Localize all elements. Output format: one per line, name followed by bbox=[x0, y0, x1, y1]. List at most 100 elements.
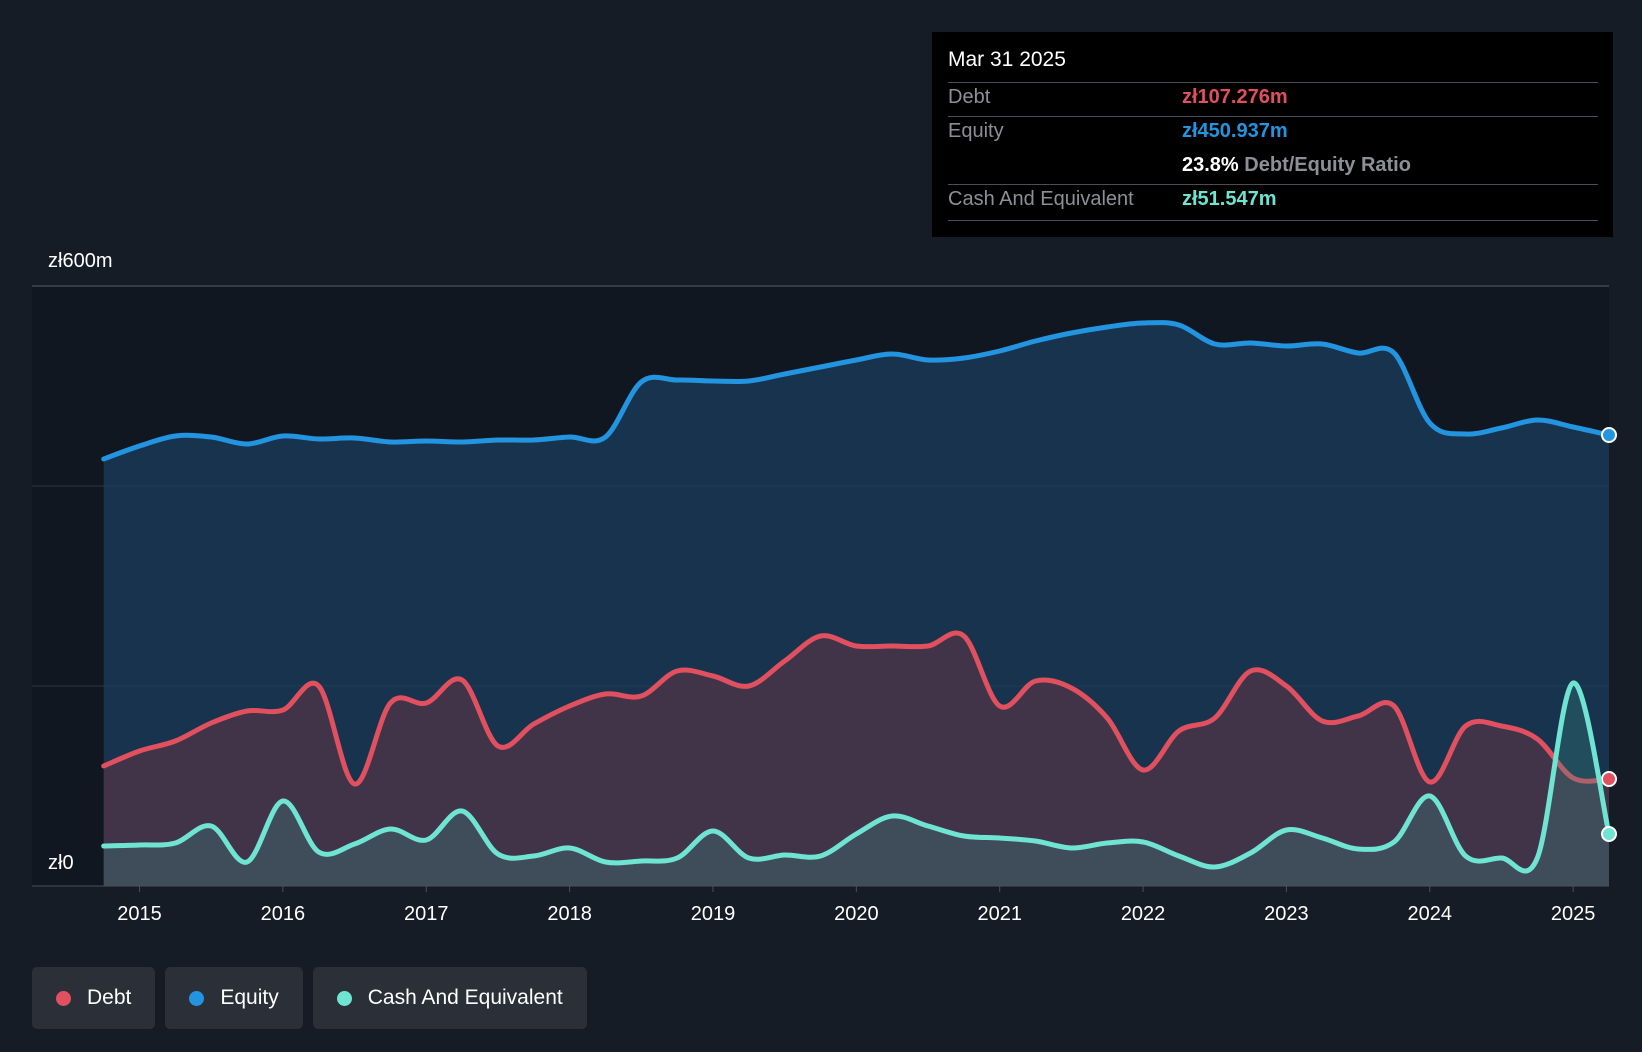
tooltip-divider bbox=[948, 82, 1598, 83]
equity-data-point bbox=[1357, 352, 1359, 354]
series-layer bbox=[101, 320, 1617, 886]
legend-item-debt[interactable]: Debt bbox=[32, 967, 156, 1029]
tooltip-date: Mar 31 2025 bbox=[948, 48, 1066, 71]
tooltip-equity-value: zł450.937m bbox=[1182, 120, 1288, 142]
debt-data-point bbox=[210, 722, 212, 724]
cash-data-point bbox=[533, 855, 535, 857]
debt-data-point bbox=[1070, 687, 1072, 689]
equity-data-point bbox=[1285, 345, 1287, 347]
cash-data-point bbox=[461, 810, 463, 812]
debt-data-point bbox=[533, 723, 535, 725]
debt-data-point bbox=[963, 635, 965, 637]
cash-data-point bbox=[1572, 682, 1574, 684]
cash-data-point bbox=[963, 835, 965, 837]
x-tick-label: 2024 bbox=[1408, 903, 1453, 925]
debt-data-point bbox=[246, 710, 248, 712]
equity-data-point bbox=[174, 435, 176, 437]
equity-data-point bbox=[712, 380, 714, 382]
cash-line bbox=[101, 680, 1612, 874]
cash-data-point bbox=[174, 842, 176, 844]
tooltip-ratio-value: 23.8% bbox=[1182, 154, 1239, 176]
y-axis-bottom-label: zł0 bbox=[48, 852, 74, 874]
cash-data-point bbox=[1178, 855, 1180, 857]
y-axis-top-label: zł600m bbox=[48, 250, 113, 272]
tooltip-divider bbox=[948, 116, 1598, 117]
cash-data-point bbox=[389, 828, 391, 830]
cash-data-point bbox=[712, 830, 714, 832]
equity-data-point bbox=[569, 436, 571, 438]
tooltip-cash-label: Cash And Equivalent bbox=[948, 188, 1134, 210]
cash-data-point bbox=[891, 815, 893, 817]
debt-data-point bbox=[1321, 720, 1323, 722]
tooltip-debt-label: Debt bbox=[948, 86, 991, 108]
debt-data-point bbox=[1142, 769, 1144, 771]
equity-data-point bbox=[246, 443, 248, 445]
cash-data-point bbox=[855, 833, 857, 835]
equity-data-point bbox=[640, 381, 642, 383]
tooltip: Mar 31 2025 Debt zł107.276m Equity zł450… bbox=[932, 32, 1613, 237]
debt-data-point bbox=[318, 685, 320, 687]
cash-data-point bbox=[640, 860, 642, 862]
tooltip-equity-label: Equity bbox=[948, 120, 1004, 142]
legend-item-equity[interactable]: Equity bbox=[165, 967, 303, 1029]
cash-data-point bbox=[1357, 848, 1359, 850]
equity-data-point bbox=[389, 441, 391, 443]
debt-data-point bbox=[605, 693, 607, 695]
equity-data-point bbox=[282, 435, 284, 437]
debt-data-point bbox=[1035, 680, 1037, 682]
x-tick-label: 2023 bbox=[1264, 903, 1309, 925]
cash-data-point bbox=[1465, 855, 1467, 857]
equity-data-point bbox=[784, 373, 786, 375]
cash-data-point bbox=[497, 853, 499, 855]
debt-data-point bbox=[1214, 717, 1216, 719]
equity-end-marker bbox=[1601, 427, 1617, 443]
cash-data-point bbox=[1285, 829, 1287, 831]
equity-line bbox=[101, 320, 1612, 462]
tooltip-cash-value: zł51.547m bbox=[1182, 188, 1277, 210]
equity-data-point bbox=[1106, 326, 1108, 328]
debt-data-point bbox=[103, 765, 105, 767]
cash-data-point bbox=[1393, 841, 1395, 843]
x-tick-label: 2018 bbox=[547, 903, 592, 925]
debt-data-point bbox=[569, 705, 571, 707]
equity-data-point bbox=[139, 445, 141, 447]
equity-data-point bbox=[1536, 419, 1538, 421]
equity-data-point bbox=[891, 353, 893, 355]
equity-data-point bbox=[210, 436, 212, 438]
debt-data-point bbox=[1429, 781, 1431, 783]
debt-data-point bbox=[461, 679, 463, 681]
debt-line bbox=[101, 630, 1612, 787]
cash-data-point bbox=[210, 825, 212, 827]
x-tick-label: 2019 bbox=[691, 903, 736, 925]
debt-data-point bbox=[712, 675, 714, 677]
cash-data-point bbox=[1536, 857, 1538, 859]
cash-data-point bbox=[103, 845, 105, 847]
cash-end-marker bbox=[1601, 826, 1617, 842]
cash-data-point bbox=[282, 800, 284, 802]
cash-data-point bbox=[139, 844, 141, 846]
equity-data-point bbox=[855, 359, 857, 361]
x-tick-label: 2017 bbox=[404, 903, 449, 925]
cash-data-point bbox=[1035, 840, 1037, 842]
legend-item-cash[interactable]: Cash And Equivalent bbox=[312, 967, 587, 1029]
debt-data-point bbox=[1357, 715, 1359, 717]
cash-data-point bbox=[318, 851, 320, 853]
debt-data-point bbox=[784, 660, 786, 662]
debt-data-point bbox=[748, 685, 750, 687]
cash-data-point bbox=[246, 861, 248, 863]
cash-data-point bbox=[676, 857, 678, 859]
debt-data-point bbox=[389, 702, 391, 704]
equity-data-point bbox=[103, 458, 105, 460]
debt-data-point bbox=[820, 635, 822, 637]
cash-dot-icon bbox=[336, 990, 352, 1006]
debt-data-point bbox=[927, 645, 929, 647]
debt-data-point bbox=[1178, 730, 1180, 732]
debt-data-point bbox=[1393, 705, 1395, 707]
debt-data-point bbox=[891, 645, 893, 647]
legend-label: Cash And Equivalent bbox=[367, 986, 563, 1009]
x-tick-label: 2021 bbox=[977, 903, 1022, 925]
x-tick-label: 2015 bbox=[117, 903, 162, 925]
equity-data-point bbox=[676, 379, 678, 381]
equity-data-point bbox=[533, 439, 535, 441]
cash-data-point bbox=[927, 825, 929, 827]
